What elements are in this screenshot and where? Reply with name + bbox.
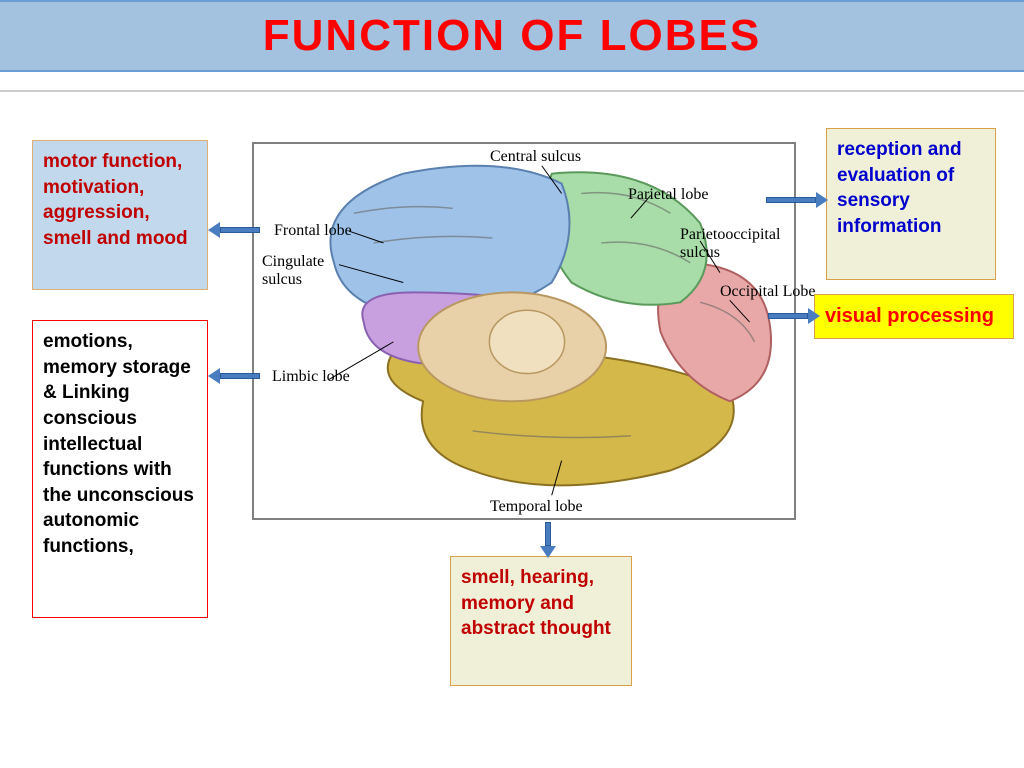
callout-parietal: reception and evaluation of sensory info…: [826, 128, 996, 280]
callout-frontal: motor function, motivation, aggression, …: [32, 140, 208, 290]
callout-temporal: smell, hearing, memory and abstract thou…: [450, 556, 632, 686]
brain-label: Parietal lobe: [628, 186, 708, 204]
callout-limbic: emotions, memory storage & Linking consc…: [32, 320, 208, 618]
arrow-left: [208, 368, 260, 384]
brain-label: Central sulcus: [490, 148, 581, 166]
brain-label: Cingulate sulcus: [262, 253, 367, 288]
arrow-down: [540, 522, 556, 558]
brain-frame: [252, 142, 796, 520]
brain-illustration: [254, 144, 794, 518]
diagram-stage: Central sulcus Parietal lobe Frontal lobe P…: [0, 0, 1024, 768]
brain-label: Parietooccipital sulcus: [680, 226, 785, 261]
brain-label: Occipital Lobe: [720, 283, 825, 301]
callout-occipital: visual processing: [814, 294, 1014, 339]
arrow-left: [208, 222, 260, 238]
brain-label: Limbic lobe: [272, 368, 377, 386]
brain-label: Frontal lobe: [274, 222, 352, 240]
arrow-right: [766, 192, 828, 208]
brain-interior-core: [489, 310, 564, 373]
brain-label: Temporal lobe: [490, 498, 583, 516]
arrow-right: [768, 308, 820, 324]
